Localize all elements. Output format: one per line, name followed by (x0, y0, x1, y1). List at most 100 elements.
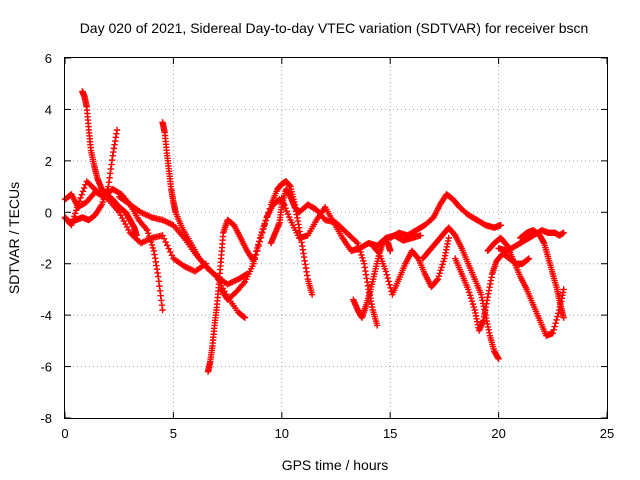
data-point (552, 320, 559, 327)
data-point (550, 326, 557, 334)
data-point (254, 247, 261, 254)
data-point (555, 310, 562, 317)
data-point (72, 207, 80, 214)
chart-title: Day 020 of 2021, Sidereal Day-to-day VTE… (80, 20, 589, 36)
data-point (417, 232, 424, 239)
data-point (433, 277, 441, 284)
data-point (266, 205, 273, 212)
x-tick-label: 25 (600, 426, 614, 441)
series-sat-k (350, 237, 394, 321)
data-point (469, 300, 477, 308)
data-point (113, 126, 121, 134)
data-point (281, 202, 288, 209)
data-point (384, 274, 391, 282)
x-tick-label: 15 (383, 426, 397, 441)
data-point (436, 270, 443, 277)
y-tick-label: -4 (40, 308, 52, 323)
data-point (308, 291, 316, 298)
data-point (465, 286, 472, 293)
data-point (148, 241, 156, 249)
data-point (495, 355, 502, 363)
data-point (503, 241, 510, 248)
data-point (438, 264, 445, 271)
data-point (144, 227, 151, 234)
y-tick-label: 6 (45, 51, 52, 66)
data-point (162, 238, 169, 246)
data-point (79, 188, 87, 195)
data-point (554, 313, 561, 320)
data-point (72, 210, 79, 217)
data-point (261, 221, 268, 228)
series-sat-g (204, 196, 288, 375)
series-sat-m (387, 191, 504, 242)
data-point (252, 251, 260, 259)
data-point (251, 256, 259, 263)
data-point (553, 316, 560, 324)
series-sat-n (419, 224, 502, 363)
data-point (164, 242, 171, 249)
data-point (435, 273, 443, 280)
data-point (147, 238, 155, 246)
data-point (551, 323, 558, 330)
data-point (286, 213, 293, 221)
data-point (264, 213, 271, 220)
y-axis-label: SDTVAR / TECUs (6, 182, 22, 294)
data-point (256, 238, 264, 245)
data-point (262, 217, 270, 224)
data-point (257, 234, 265, 241)
data-point (434, 275, 442, 283)
data-point (440, 258, 447, 265)
data-point (159, 232, 166, 239)
series-sat-r (517, 227, 567, 321)
data-point (159, 306, 166, 314)
y-tick-label: -8 (40, 411, 52, 426)
data-point (439, 261, 446, 268)
data-point (265, 209, 272, 216)
data-point (437, 267, 444, 274)
y-tick-label: -6 (40, 360, 52, 375)
data-point (560, 314, 567, 321)
data-point (284, 210, 292, 218)
y-tick-label: 4 (45, 102, 52, 117)
data-point (167, 248, 174, 256)
data-points (61, 88, 567, 375)
data-point (560, 286, 567, 293)
data-point (385, 278, 392, 285)
data-point (145, 230, 152, 237)
data-point (470, 303, 478, 311)
data-point (468, 297, 476, 305)
data-point (282, 205, 289, 212)
data-point (373, 322, 381, 329)
data-point (250, 260, 257, 267)
data-point (133, 232, 140, 239)
data-point (283, 207, 290, 215)
data-point (160, 235, 168, 242)
data-point (497, 221, 504, 229)
data-point (241, 314, 249, 321)
y-axis-ticks: -8 -6 -4 -2 0 2 4 6 (40, 51, 607, 426)
data-point (524, 256, 532, 263)
data-point (168, 252, 176, 259)
data-point (149, 244, 157, 252)
series-sat-b (79, 88, 140, 239)
data-point (259, 229, 266, 237)
x-axis-ticks: 0 5 10 15 20 25 (61, 58, 614, 441)
y-tick-label: 0 (45, 205, 52, 220)
data-point (465, 289, 473, 296)
plot-frame (64, 57, 608, 419)
data-point (255, 242, 262, 250)
x-tick-label: 5 (170, 426, 177, 441)
data-point (525, 255, 533, 262)
data-point (445, 234, 452, 242)
x-tick-label: 20 (491, 426, 505, 441)
data-point (240, 313, 248, 321)
y-tick-label: 2 (45, 154, 52, 169)
data-point (386, 281, 393, 288)
data-point (467, 295, 475, 302)
data-point (360, 257, 367, 264)
data-point (375, 249, 382, 256)
x-tick-label: 0 (61, 426, 68, 441)
data-point (279, 199, 287, 206)
data-point (77, 194, 84, 202)
